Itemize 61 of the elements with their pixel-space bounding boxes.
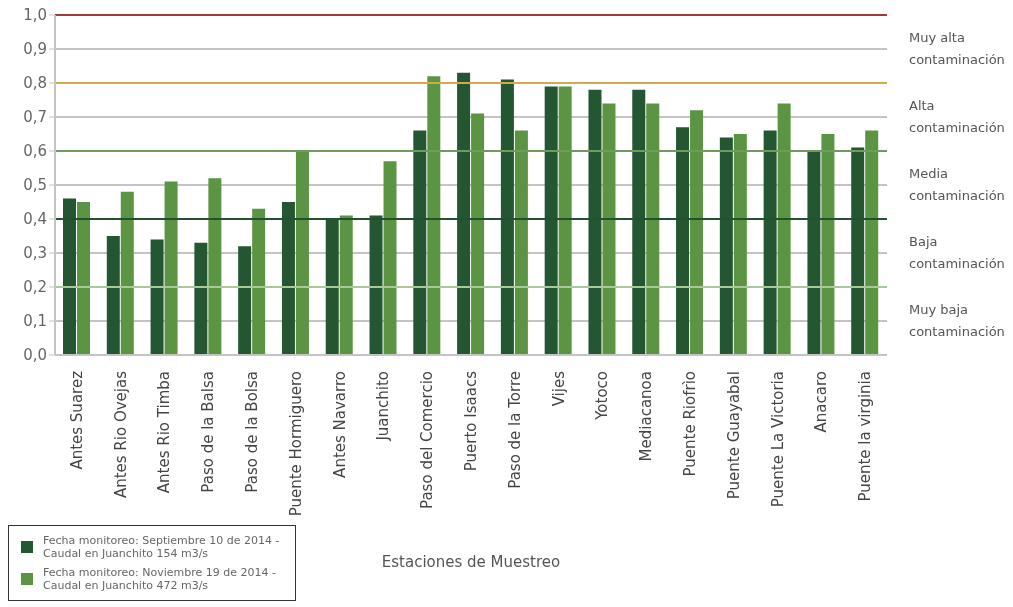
bar — [383, 161, 397, 355]
y-tick-label: 0,0 — [23, 346, 47, 365]
bar — [733, 134, 747, 355]
bar — [646, 103, 660, 355]
x-tick-label: Puente la virginia — [856, 371, 875, 502]
x-tick-label: Antes Suarez — [67, 370, 86, 470]
x-tick-label: Yotoco — [593, 371, 612, 421]
bar — [471, 113, 485, 355]
y-tick-label: 0,3 — [23, 244, 47, 263]
y-tick-label: 0,6 — [23, 142, 47, 161]
bar — [150, 239, 164, 355]
x-tick-label: Paso del Comercio — [418, 371, 437, 509]
y-tick-label: 0,8 — [23, 74, 47, 93]
bar — [77, 202, 90, 355]
x-tick-label: Mediacanoa — [637, 371, 656, 462]
bar — [295, 151, 309, 355]
y-tick-label: 0,7 — [23, 108, 47, 127]
bar — [194, 242, 208, 355]
bar — [238, 246, 252, 355]
text: Muy baja contaminación — [909, 301, 1006, 341]
text: Muy alta contaminación — [909, 29, 1006, 69]
bar — [514, 130, 528, 355]
bar — [208, 178, 222, 355]
x-tick-label: Anacaro — [812, 371, 831, 433]
bar — [427, 76, 441, 355]
y-tick-label: 0,1 — [23, 312, 47, 331]
text: Media contaminación — [909, 165, 1006, 205]
x-tick-label: Puente Hormiguero — [286, 371, 305, 517]
x-tick-label: Puente Guayabal — [724, 371, 743, 500]
x-tick-label: Paso de la Bolsa — [243, 371, 262, 493]
bar — [865, 130, 879, 355]
y-tick-label: 0,9 — [23, 40, 47, 59]
y-tick-label: 0,4 — [23, 210, 47, 229]
x-axis-title: Estaciones de Muestreo — [381, 553, 561, 571]
x-tick-label: Vijes — [549, 370, 568, 407]
y-tick-label: 1,0 — [23, 6, 47, 25]
x-tick-label: Puerto Isaacs — [462, 370, 480, 472]
bar — [821, 134, 835, 355]
bar — [120, 191, 134, 355]
bar — [252, 208, 266, 355]
x-tick-label: Puente La Victoria — [768, 371, 787, 508]
text: Baja contaminación — [909, 233, 1006, 273]
bar — [164, 181, 178, 355]
x-tick-label: Antes Navarro — [330, 371, 349, 478]
legend-label: Fecha monitoreo: Noviembre 19 de 2014 - Caudal en Juanchito 472 m3/s — [43, 566, 277, 592]
bar — [339, 215, 353, 355]
x-tick-label: Paso de la Balsa — [199, 371, 218, 493]
bar — [106, 236, 120, 355]
text: Alta contaminación — [909, 97, 1006, 137]
x-tick-label: Juanchito — [374, 371, 393, 442]
bar — [690, 110, 704, 355]
x-tick-label: Paso de la Torre — [505, 371, 524, 489]
bar — [602, 103, 616, 355]
x-tick-label: Antes Rio Timba — [155, 371, 174, 494]
x-tick-label: Antes Rio Ovejas — [111, 370, 130, 499]
x-tick-label: Puente Riofrìo — [680, 371, 699, 477]
bar — [777, 103, 791, 355]
legend-label: Fecha monitoreo: Septiembre 10 de 2014 - Caudal en Juanchito 154 m3/s — [43, 534, 281, 560]
y-tick-label: 0,2 — [23, 278, 47, 297]
y-tick-label: 0,5 — [23, 176, 47, 195]
bar — [558, 86, 572, 355]
